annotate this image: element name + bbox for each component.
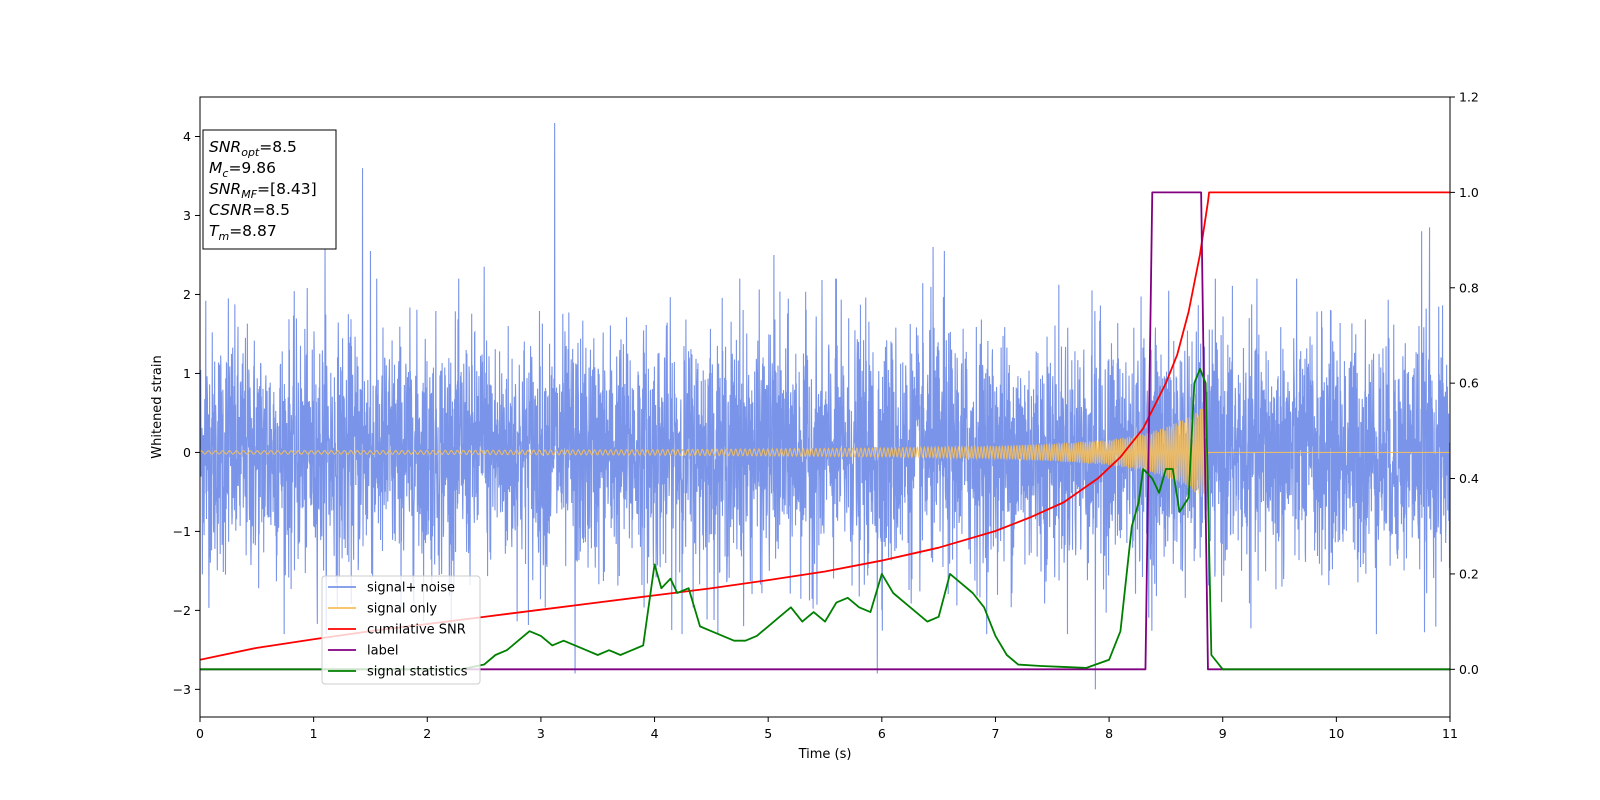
signal-noise-line <box>200 123 1450 690</box>
y-axis-right: 0.0 0.2 0.4 0.6 0.8 1.0 1.2 <box>1450 90 1479 677</box>
y-right-tick-label: 0.2 <box>1459 566 1479 581</box>
y-left-tick-label: −3 <box>173 682 191 697</box>
x-tick-label: 10 <box>1328 726 1344 741</box>
x-tick-label: 9 <box>1219 726 1227 741</box>
annotation-line: Mc=9.86 <box>209 159 276 180</box>
x-tick-label: 2 <box>423 726 431 741</box>
legend-label: signal only <box>367 602 437 617</box>
y-left-tick-label: 4 <box>183 129 191 144</box>
y-left-tick-label: 1 <box>183 366 191 381</box>
y-left-tick-label: −1 <box>173 524 191 539</box>
y-right-tick-label: 0.4 <box>1459 471 1479 486</box>
annotation-line: SNRopt=8.5 <box>209 138 297 159</box>
y-right-tick-label: 0.8 <box>1459 280 1479 295</box>
x-tick-label: 3 <box>537 726 545 741</box>
signal-statistics-line <box>200 367 1450 671</box>
x-tick-label: 1 <box>310 726 318 741</box>
x-axis: 0 1 2 3 4 5 6 7 8 9 10 11 <box>196 717 1458 741</box>
y-left-tick-label: 3 <box>183 208 191 223</box>
plot-frame <box>199 96 1451 718</box>
legend-label: signal+ noise <box>367 581 455 596</box>
annotation-line: Tm=8.87 <box>209 222 277 243</box>
y-right-tick-label: 1.2 <box>1459 90 1479 105</box>
y-right-tick-label: 0.0 <box>1459 662 1479 677</box>
x-tick-label: 4 <box>651 726 659 741</box>
legend-label: label <box>367 644 398 659</box>
y-axis-label: Whitened strain <box>150 355 165 458</box>
x-tick-label: 8 <box>1105 726 1113 741</box>
x-axis-label: Time (s) <box>798 747 852 762</box>
annotation-line: SNRMF=[8.43] <box>209 180 317 201</box>
legend-frame <box>321 575 481 685</box>
y-left-tick-label: 2 <box>183 287 191 302</box>
annotation-line: CSNR=8.5 <box>209 201 290 219</box>
legend: signal+ noise signal only cumilative SNR la… <box>321 575 481 685</box>
annotation-frame <box>202 129 337 250</box>
x-tick-label: 7 <box>991 726 999 741</box>
x-tick-label: 0 <box>196 726 204 741</box>
x-tick-label: 6 <box>878 726 886 741</box>
legend-label: signal statistics <box>367 665 468 680</box>
y-axis-left: −3 −2 −1 0 1 2 3 4 <box>173 129 200 697</box>
y-left-tick-label: −2 <box>173 603 191 618</box>
signal-only-line <box>200 408 1450 497</box>
y-left-tick-label: 0 <box>183 445 191 460</box>
x-tick-label: 11 <box>1442 726 1458 741</box>
legend-label: cumilative SNR <box>367 623 466 638</box>
y-right-tick-label: 1.0 <box>1459 185 1479 200</box>
y-right-tick-label: 0.6 <box>1459 376 1479 391</box>
x-tick-label: 5 <box>764 726 772 741</box>
